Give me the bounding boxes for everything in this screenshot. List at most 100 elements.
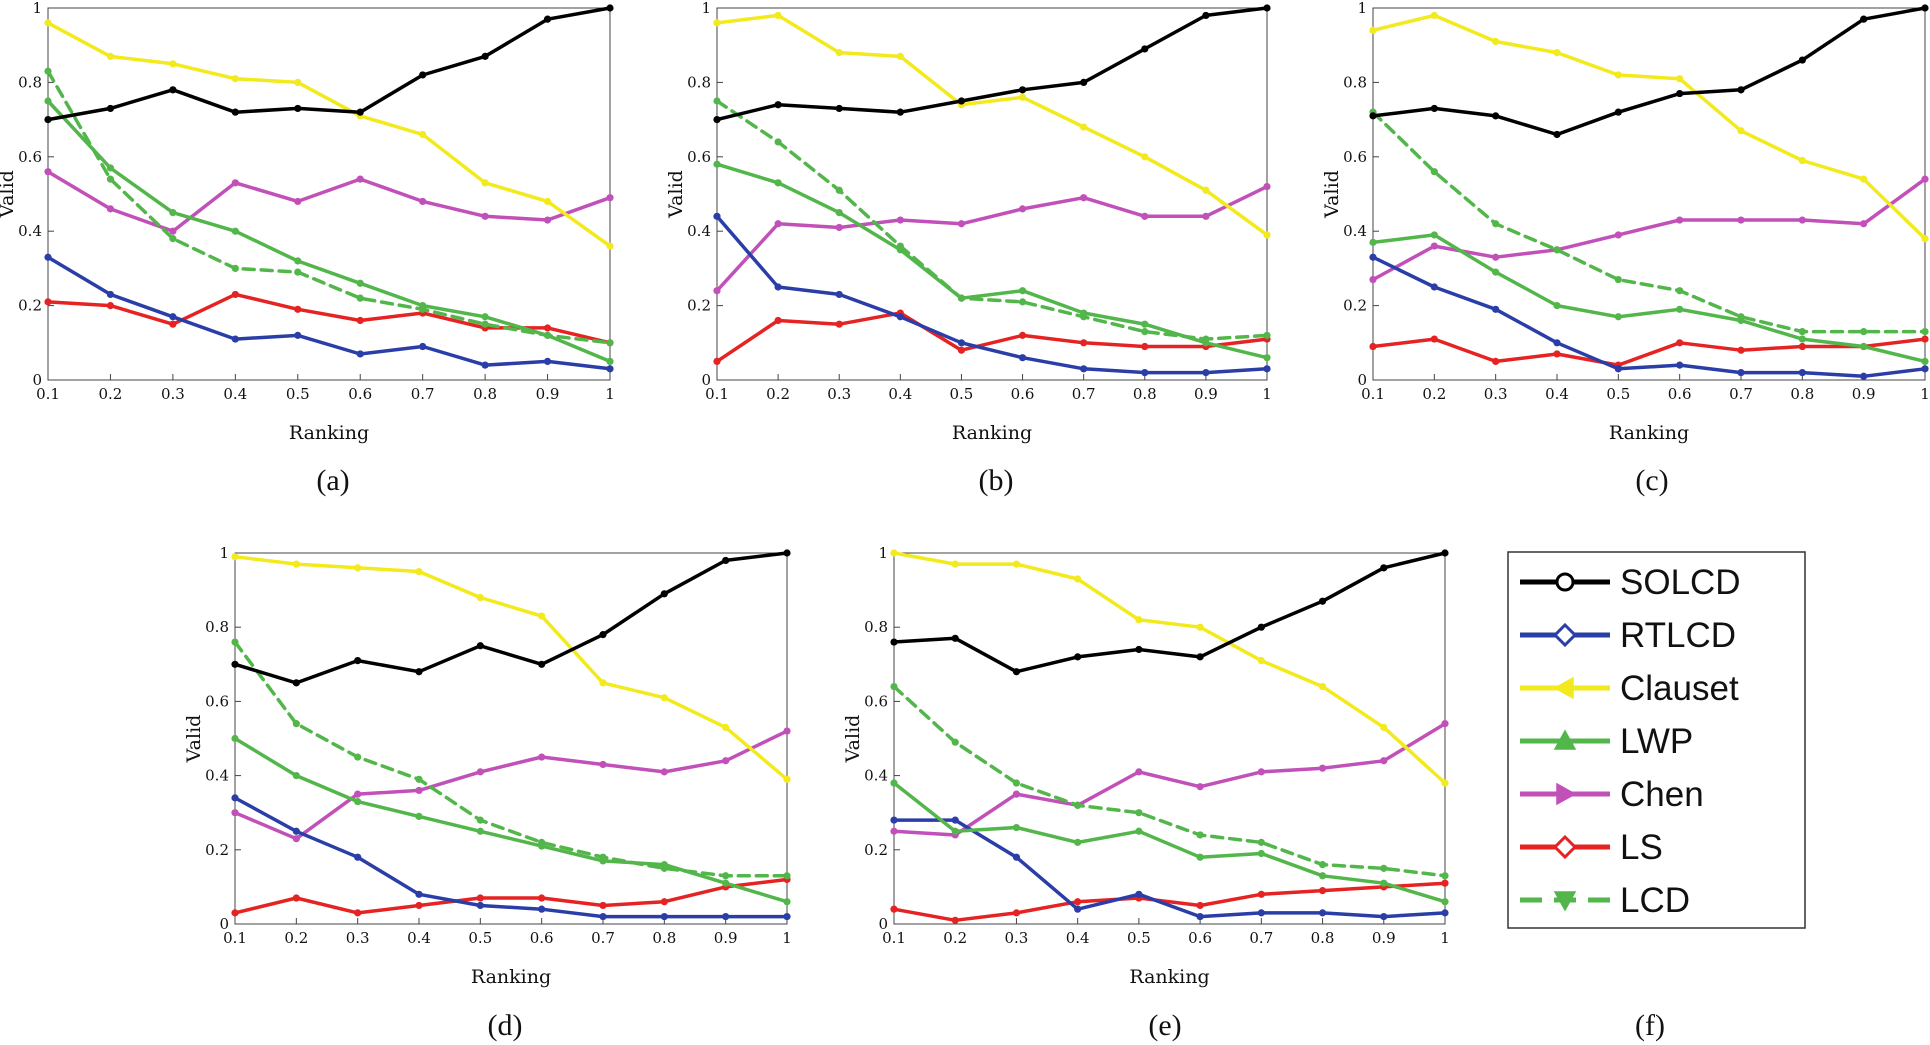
data-point xyxy=(660,768,668,776)
data-point xyxy=(1614,231,1622,239)
data-point xyxy=(722,556,730,565)
legend-item-chen: Chen xyxy=(1520,775,1704,814)
x-tick-label: 0.2 xyxy=(943,929,967,947)
data-point xyxy=(1074,898,1082,906)
series-chen xyxy=(231,727,791,843)
data-point xyxy=(660,898,668,906)
data-point xyxy=(1921,4,1929,12)
data-point xyxy=(1202,186,1210,194)
data-point xyxy=(890,549,898,557)
data-point xyxy=(774,220,782,228)
data-point xyxy=(1369,26,1377,34)
data-point xyxy=(169,320,177,328)
series-rtlcd xyxy=(231,794,791,921)
data-point xyxy=(1380,564,1388,572)
data-point xyxy=(476,827,484,835)
data-point xyxy=(1018,354,1027,362)
data-point xyxy=(1080,123,1088,131)
series-lcd xyxy=(713,97,1271,343)
legend-marker xyxy=(1553,729,1577,750)
series-clauset xyxy=(713,11,1271,239)
data-point xyxy=(44,168,52,176)
y-tick-label: 0 xyxy=(219,915,229,933)
data-point xyxy=(1798,368,1806,377)
data-point xyxy=(231,660,239,668)
data-point xyxy=(1080,313,1088,321)
data-point xyxy=(538,894,546,902)
series-line xyxy=(233,736,789,904)
data-point xyxy=(722,879,730,887)
data-point xyxy=(783,775,791,783)
x-tick-label: 0.9 xyxy=(714,929,738,947)
x-tick-label: 0.9 xyxy=(536,385,560,403)
data-point xyxy=(783,549,791,557)
data-point xyxy=(1018,93,1027,101)
data-point xyxy=(835,49,843,57)
data-point xyxy=(1441,898,1449,906)
data-point xyxy=(660,864,668,872)
chart-panel-2: 0.1 0.2 0.3 0.4 0.5 0.6 0.7 0.8 0.9 1 0 0.2 0.4 0.6 0.… xyxy=(665,0,1272,444)
data-point xyxy=(1318,682,1327,691)
x-tick-label: 0.3 xyxy=(1484,385,1508,403)
caption-b: (b) xyxy=(979,464,1014,497)
data-point xyxy=(44,298,52,306)
data-point xyxy=(1196,653,1204,661)
legend-item-lcd: LCD xyxy=(1520,881,1690,920)
x-tick-label: 0.1 xyxy=(1361,385,1385,403)
data-point xyxy=(1921,328,1929,336)
data-point xyxy=(890,682,898,691)
series-line xyxy=(892,551,1447,674)
data-point xyxy=(1318,861,1327,869)
y-tick-label: 0 xyxy=(878,915,888,933)
data-point xyxy=(354,797,362,806)
data-point xyxy=(481,212,489,220)
legend-marker xyxy=(1552,622,1578,648)
data-point xyxy=(896,242,904,250)
series-lwp xyxy=(713,160,1271,362)
x-axis-label: Ranking xyxy=(471,966,551,988)
data-point xyxy=(231,264,239,272)
caption-e: (e) xyxy=(1148,1009,1181,1042)
x-axis-label: Ranking xyxy=(1129,966,1209,988)
data-point xyxy=(231,290,239,299)
data-point xyxy=(292,560,300,568)
data-point xyxy=(1141,368,1149,377)
data-point xyxy=(660,694,668,702)
data-point xyxy=(1441,720,1449,728)
series-chen xyxy=(1369,175,1929,284)
data-point xyxy=(481,52,489,60)
data-point xyxy=(722,723,730,731)
data-point xyxy=(1263,365,1271,373)
x-tick-label: 0.2 xyxy=(766,385,790,403)
data-point xyxy=(1430,242,1438,250)
data-point xyxy=(231,909,239,917)
x-tick-label: 1 xyxy=(1440,929,1450,947)
chart-panel-3: 0.1 0.2 0.3 0.4 0.5 0.6 0.7 0.8 0.9 1 0 0.2 0.4 0.6 0.… xyxy=(1321,0,1930,444)
data-point xyxy=(1202,335,1210,343)
x-tick-label: 0.5 xyxy=(1127,929,1151,947)
y-tick-label: 0.4 xyxy=(1343,222,1367,240)
data-point xyxy=(951,827,959,835)
y-tick-label: 0 xyxy=(701,371,711,389)
series-clauset xyxy=(890,549,1449,787)
data-point xyxy=(1135,645,1143,654)
data-point xyxy=(1263,4,1271,12)
x-tick-label: 0.6 xyxy=(1668,385,1692,403)
series-line xyxy=(46,99,612,364)
data-point xyxy=(1798,56,1806,64)
chart-panel-4: 0.1 0.2 0.3 0.4 0.5 0.6 0.7 0.8 0.9 1 0 0.2 0.4 0.6 0.… xyxy=(183,544,792,988)
data-point xyxy=(713,160,721,168)
plot-frame xyxy=(1372,7,1926,381)
x-tick-label: 0.2 xyxy=(284,929,308,947)
data-point xyxy=(354,853,362,861)
legend-label: LCD xyxy=(1620,881,1690,920)
data-point xyxy=(1441,779,1449,787)
data-point xyxy=(354,909,362,917)
data-point xyxy=(356,108,364,116)
data-point xyxy=(783,872,791,880)
x-tick-label: 1 xyxy=(605,385,615,403)
x-tick-label: 0.6 xyxy=(530,929,554,947)
data-point xyxy=(1441,872,1449,880)
data-point xyxy=(957,294,966,302)
series-rtlcd xyxy=(713,212,1271,377)
